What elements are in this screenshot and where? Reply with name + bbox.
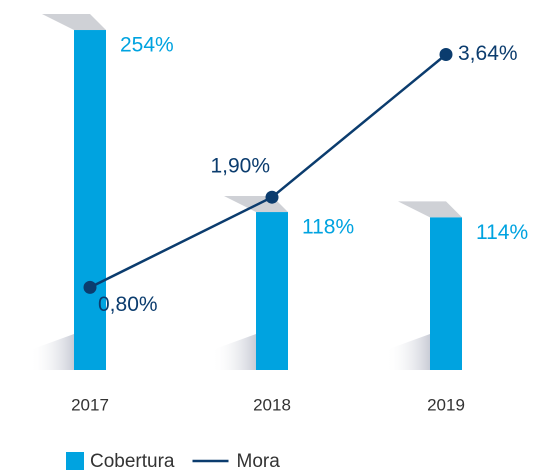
x-tick-label: 2019 — [427, 395, 465, 414]
legend-label: Cobertura — [90, 451, 175, 472]
legend-label: Mora — [237, 451, 281, 472]
bar-value-label: 118% — [302, 216, 354, 239]
bar-value-label: 254% — [120, 34, 174, 57]
bar-shadow — [386, 334, 430, 370]
bar-cap — [398, 201, 462, 218]
bar-shadow — [212, 334, 256, 370]
line-point — [439, 48, 453, 62]
bar-shadow — [30, 334, 74, 370]
line-value-label: 1,90% — [210, 155, 270, 178]
legend-swatch — [66, 452, 84, 470]
bar — [256, 212, 288, 370]
line-point — [265, 190, 279, 204]
line-value-label: 0,80% — [98, 293, 158, 316]
x-tick-label: 2018 — [253, 395, 291, 414]
x-tick-label: 2017 — [71, 395, 109, 414]
bar-value-label: 114% — [476, 221, 528, 244]
bar — [74, 30, 106, 371]
line-value-label: 3,64% — [458, 42, 518, 65]
bar-cap — [42, 14, 106, 31]
bar — [430, 217, 462, 370]
line-point — [83, 280, 97, 294]
